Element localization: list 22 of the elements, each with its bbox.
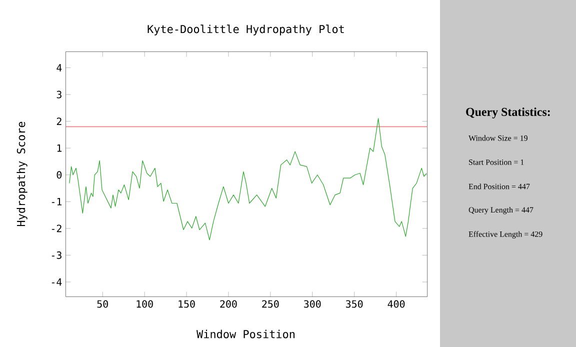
text: Query Statistics: — [466, 108, 550, 118]
y-tick-label: 2 — [56, 118, 62, 126]
x-tick-label: 300 — [304, 300, 321, 308]
x-tick-label: 400 — [388, 300, 405, 308]
y-tick-label: 0 — [56, 171, 62, 179]
y-tick-label: -3 — [52, 251, 62, 259]
x-tick-label: 50 — [97, 300, 108, 308]
y-tick-label: -1 — [52, 198, 62, 206]
x-tick-label: 100 — [136, 300, 153, 308]
x-axis-title: Window Position — [196, 330, 295, 338]
x-tick-label: 250 — [262, 300, 279, 308]
y-tick-label: -2 — [52, 224, 62, 232]
y-tick-label: 1 — [57, 144, 62, 152]
y-tick-label: -4 — [52, 278, 62, 286]
line-series — [69, 118, 427, 240]
y-axis-title: Hydropathy Score — [16, 122, 28, 226]
x-tick-label: 200 — [220, 300, 237, 308]
y-tick-label: 3 — [56, 90, 62, 98]
chart-title: Kyte-Doolittle Hydropathy Plot — [148, 24, 344, 36]
x-tick-label: 350 — [346, 300, 363, 308]
y-tick-label: 4 — [56, 64, 62, 72]
x-tick-label: 150 — [178, 300, 195, 308]
